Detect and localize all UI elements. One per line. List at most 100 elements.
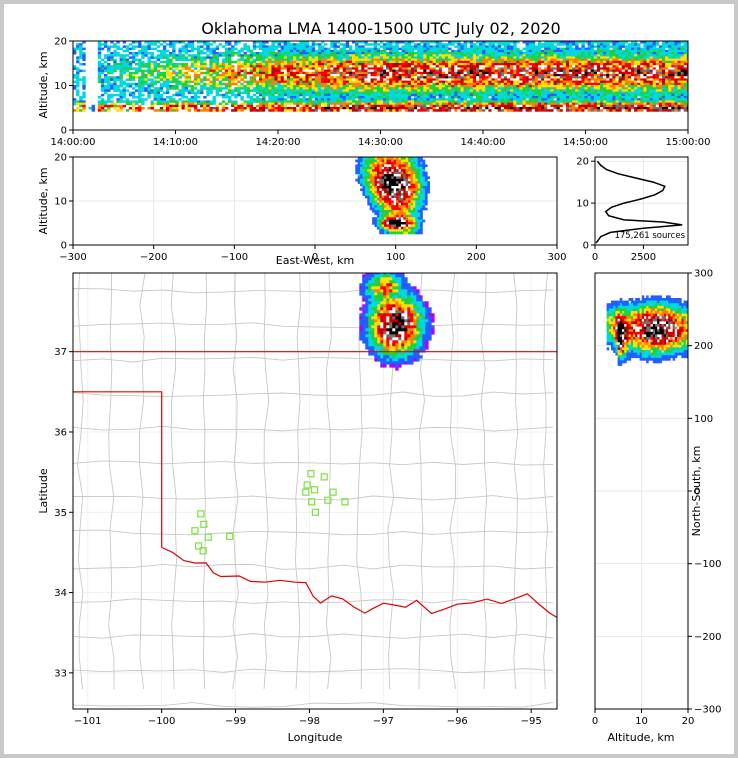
time-height-cell <box>234 93 238 97</box>
time-height-cell <box>491 80 495 84</box>
time-height-cell <box>550 100 554 103</box>
time-height-cell <box>528 82 533 86</box>
time-height-cell <box>169 96 173 99</box>
time-height-cell <box>296 60 300 64</box>
time-height-cell <box>355 58 359 62</box>
time-height-cell <box>187 98 192 101</box>
time-height-cell <box>600 52 604 55</box>
time-height-cell <box>197 69 201 73</box>
time-height-cell <box>612 96 616 99</box>
time-height-cell <box>621 93 626 97</box>
time-height-cell <box>627 104 632 108</box>
time-height-cell <box>538 104 542 108</box>
time-height-cell <box>311 96 316 99</box>
time-height-cell <box>339 74 343 77</box>
time-height-cell <box>262 107 266 110</box>
time-height-cell <box>435 102 440 106</box>
time-height-cell <box>407 71 412 75</box>
time-height-cell <box>237 58 241 62</box>
time-height-cell <box>135 45 139 48</box>
time-height-cell <box>522 60 526 64</box>
time-height-cell <box>445 87 449 90</box>
time-height-cell <box>407 80 412 84</box>
time-height-cell <box>113 69 117 73</box>
time-height-cell <box>538 85 542 88</box>
time-height-cell <box>330 107 334 110</box>
time-height-cell <box>593 71 598 75</box>
time-height-cell <box>572 87 576 90</box>
time-height-cell <box>435 78 440 81</box>
time-height-cell <box>240 98 244 101</box>
time-height-cell <box>541 100 545 103</box>
time-height-cell <box>485 87 489 90</box>
time-height-cell <box>476 58 480 62</box>
time-height-cell <box>370 80 374 84</box>
time-height-cell <box>528 45 533 48</box>
time-height-cell <box>618 45 622 48</box>
time-height-cell <box>609 102 613 106</box>
time-height-cell <box>454 65 458 68</box>
time-height-cell <box>162 60 167 64</box>
time-height-cell <box>243 102 247 106</box>
time-height-cell <box>469 109 474 112</box>
time-height-cell <box>510 67 514 70</box>
time-height-cell <box>609 58 613 62</box>
time-height-cell <box>221 71 226 75</box>
time-height-cell <box>178 69 182 73</box>
time-height-cell <box>286 96 291 99</box>
time-height-cell <box>252 58 257 62</box>
time-height-cell <box>553 76 557 79</box>
time-height-cell <box>255 74 260 77</box>
time-height-cell <box>364 76 368 79</box>
time-height-cell <box>410 109 415 112</box>
time-height-cell <box>321 100 325 103</box>
time-height-cell <box>624 54 629 57</box>
time-height-cell <box>184 56 188 59</box>
time-height-cell <box>445 65 449 68</box>
time-height-cell <box>581 109 585 112</box>
time-height-cell <box>398 107 402 110</box>
time-height-cell <box>482 91 486 95</box>
time-height-cell <box>547 41 551 44</box>
time-height-cell <box>156 41 161 44</box>
time-height-cell <box>448 56 452 59</box>
time-height-cell <box>184 52 188 55</box>
time-height-cell <box>286 76 291 79</box>
time-height-cell <box>534 109 539 112</box>
time-height-cell <box>252 109 257 112</box>
time-height-cell <box>497 78 502 81</box>
time-height-cell <box>224 87 229 90</box>
time-height-cell <box>417 78 421 81</box>
time-height-cell <box>445 47 449 51</box>
time-height-cell <box>97 60 102 64</box>
time-height-cell <box>141 89 145 92</box>
time-height-cell <box>528 89 533 92</box>
time-height-cell <box>472 80 477 84</box>
time-height-cell <box>618 87 622 90</box>
time-height-cell <box>550 109 554 112</box>
time-height-cell <box>395 49 399 53</box>
time-height-cell <box>150 80 154 84</box>
time-height-cell <box>438 43 443 46</box>
time-height-cell <box>525 47 529 51</box>
time-height-cell <box>262 98 266 101</box>
time-height-cell <box>507 54 511 57</box>
time-height-cell <box>414 89 418 92</box>
time-height-cell <box>503 56 508 59</box>
time-height-cell <box>401 91 405 95</box>
time-height-cell <box>451 89 455 92</box>
time-height-cell <box>386 47 390 51</box>
time-height-cell <box>401 45 405 48</box>
time-height-cell <box>451 107 455 110</box>
time-height-cell <box>240 104 244 108</box>
time-height-cell <box>367 82 371 86</box>
time-height-cell <box>147 78 151 81</box>
time-height-cell <box>600 65 604 68</box>
time-height-cell <box>556 58 560 62</box>
time-height-cell <box>587 104 591 108</box>
time-height-cell <box>373 56 378 59</box>
time-height-cell <box>271 43 275 46</box>
time-height-cell <box>327 49 331 53</box>
time-height-cell <box>482 63 486 66</box>
time-height-cell <box>280 109 285 112</box>
